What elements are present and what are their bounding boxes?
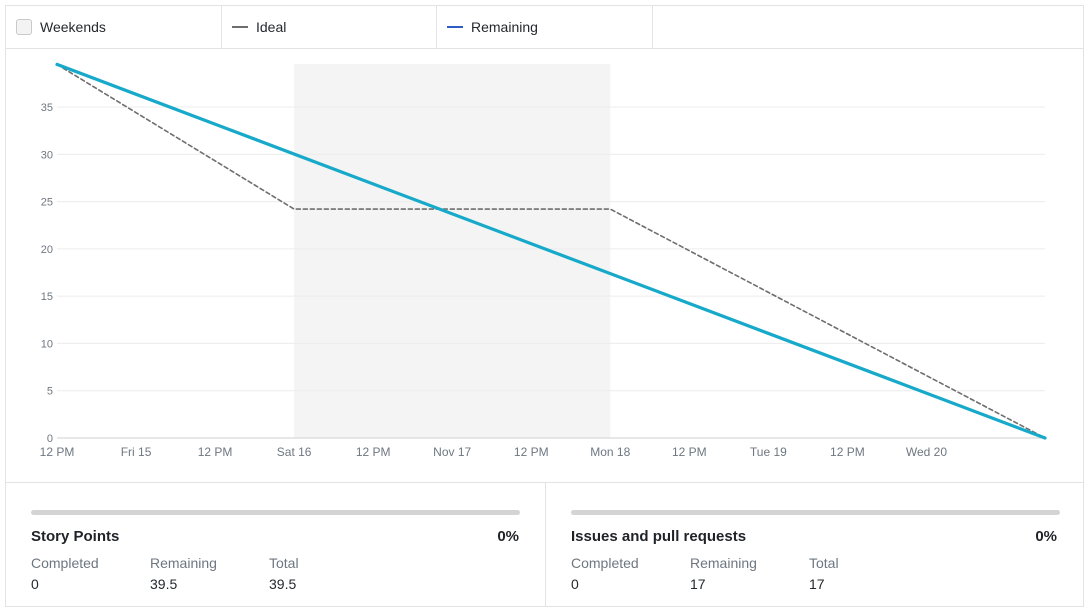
story-points-remaining: Remaining 39.5 <box>150 555 269 592</box>
x-tick-label: Fri 15 <box>121 445 152 459</box>
x-tick-label: 12 PM <box>198 445 233 459</box>
issues-remaining: Remaining 17 <box>690 555 809 592</box>
chart-legend: Weekends Ideal Remaining <box>6 6 1083 49</box>
legend-ideal[interactable]: Ideal <box>222 6 437 48</box>
issues-total: Total 17 <box>809 555 928 592</box>
x-tick-label: 12 PM <box>672 445 707 459</box>
x-tick-label: 12 PM <box>40 445 75 459</box>
remaining-line-swatch-icon <box>447 26 463 28</box>
weekends-checkbox[interactable] <box>16 19 32 35</box>
story-points-total: Total 39.5 <box>269 555 388 592</box>
legend-weekends-toggle[interactable]: Weekends <box>6 6 222 48</box>
total-label: Total <box>809 555 839 571</box>
x-tick-label: Nov 17 <box>433 445 471 459</box>
total-label: Total <box>269 555 299 571</box>
remaining-label: Remaining <box>690 555 757 571</box>
x-tick-label: 12 PM <box>514 445 549 459</box>
ideal-series-line <box>56 63 1046 439</box>
x-tick-label: 12 PM <box>356 445 391 459</box>
y-tick-label: 5 <box>47 386 53 398</box>
burnup-panel: Weekends Ideal Remaining 0 5 10 15 20 25 30 35 1… <box>5 5 1084 607</box>
y-tick-label: 10 <box>41 338 53 350</box>
story-points-title: Story Points <box>31 528 120 545</box>
story-points-progress-bar <box>31 510 520 515</box>
completed-value: 0 <box>31 576 39 592</box>
remaining-value: 17 <box>690 576 706 592</box>
legend-remaining[interactable]: Remaining <box>437 6 653 48</box>
legend-remaining-label: Remaining <box>471 19 538 35</box>
completed-value: 0 <box>571 576 579 592</box>
legend-ideal-label: Ideal <box>256 19 287 35</box>
issues-percent: 0% <box>1035 528 1057 545</box>
issues-title: Issues and pull requests <box>571 528 747 545</box>
story-points-percent: 0% <box>497 528 519 545</box>
y-tick-label: 0 <box>47 433 53 445</box>
x-tick-label: Mon 18 <box>590 445 630 459</box>
story-points-panel: Story Points 0% Completed 0 Remaining 39… <box>6 483 546 606</box>
y-tick-label: 35 <box>41 102 53 114</box>
story-points-completed: Completed 0 <box>31 555 150 592</box>
y-tick-label: 30 <box>41 149 53 161</box>
issues-completed: Completed 0 <box>571 555 690 592</box>
x-tick-label: Tue 19 <box>750 445 787 459</box>
burndown-chart: 0 5 10 15 20 25 30 35 12 PM Fri 15 12 PM Sat 16 12 P… <box>6 49 1083 482</box>
issues-panel: Issues and pull requests 0% Completed 0 … <box>546 483 1083 606</box>
stats-section: Story Points 0% Completed 0 Remaining 39… <box>6 482 1083 606</box>
remaining-label: Remaining <box>150 555 217 571</box>
remaining-value: 39.5 <box>150 576 178 592</box>
y-tick-label: 25 <box>41 197 53 209</box>
y-tick-label: 20 <box>41 244 53 256</box>
x-tick-label: Sat 16 <box>277 445 312 459</box>
burndown-chart-svg: 0 5 10 15 20 25 30 35 12 PM Fri 15 12 PM Sat 16 12 P… <box>40 62 1047 459</box>
ideal-line-swatch-icon <box>232 26 248 28</box>
issues-progress-bar <box>571 510 1060 515</box>
completed-label: Completed <box>31 555 99 571</box>
x-tick-label: 12 PM <box>830 445 865 459</box>
total-value: 17 <box>809 576 825 592</box>
x-tick-label: Wed 20 <box>906 445 947 459</box>
y-tick-label: 15 <box>41 291 53 303</box>
total-value: 39.5 <box>269 576 297 592</box>
completed-label: Completed <box>571 555 639 571</box>
legend-weekends-label: Weekends <box>40 19 106 35</box>
weekend-band <box>294 64 611 438</box>
remaining-series-line <box>55 62 1047 440</box>
